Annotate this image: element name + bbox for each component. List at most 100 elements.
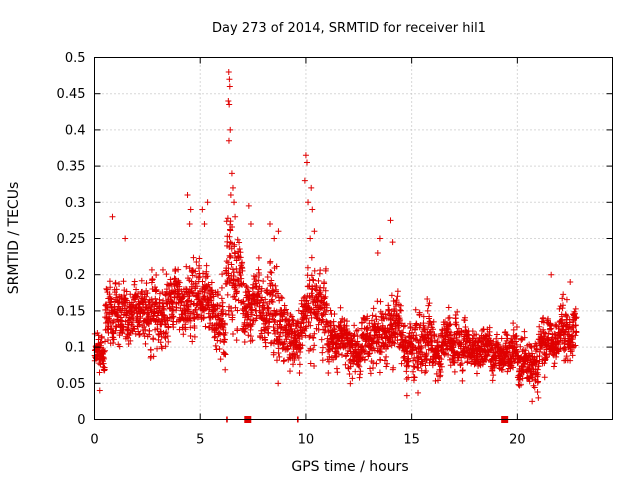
data-point [352,368,359,375]
data-point [196,255,203,262]
data-point [318,336,325,343]
data-point [295,332,302,339]
data-point [535,371,542,378]
data-point [370,305,377,312]
data-point [536,348,543,355]
data-point [238,275,245,282]
data-point [489,377,496,384]
data-point [315,326,322,333]
data-point [394,337,401,344]
data-point [170,313,177,320]
data-point [573,315,580,322]
data-point [227,239,234,246]
data-point [95,332,102,339]
data-point [230,330,237,337]
data-point [183,263,190,270]
data-point [268,277,275,284]
data-point [125,340,132,347]
data-point [535,363,542,370]
data-point [249,306,256,313]
data-point [550,363,557,370]
data-point [373,316,380,323]
data-point [388,292,395,299]
data-point [296,361,303,368]
data-point [535,394,542,401]
data-point [510,320,517,327]
data-point [567,348,574,355]
data-point [377,298,384,305]
data-point [266,315,273,322]
data-point [192,268,199,275]
data-point [276,353,283,360]
data-point [147,347,154,354]
data-point [361,357,368,364]
data-point [231,199,238,206]
data-point [346,370,353,377]
data-point [269,299,276,306]
data-point [231,241,238,248]
data-point [303,159,310,166]
data-point [489,345,496,352]
data-point [296,370,303,377]
data-point [301,177,308,184]
data-point [202,323,209,330]
data-point [364,324,371,331]
data-point [383,363,390,370]
data-point [323,308,330,315]
data-point [212,333,219,340]
data-point [203,262,210,269]
data-point [573,314,580,321]
data-point [287,368,294,375]
data-point [134,293,141,300]
data-point [375,320,382,327]
data-point [317,267,324,274]
data-point [268,269,275,276]
data-point [216,330,223,337]
data-point [275,228,282,235]
data-point [481,356,488,363]
data-point [300,295,307,302]
data-point [566,343,573,350]
data-point [540,326,547,333]
data-point [196,273,203,280]
data-point [160,297,167,304]
data-point [435,354,442,361]
data-point [462,344,469,351]
data-point [420,313,427,320]
data-point [182,326,189,333]
data-point [513,341,520,348]
data-point [274,329,281,336]
data-point [319,357,326,364]
data-point [228,170,235,177]
data-point [273,357,280,364]
data-point [184,192,191,199]
data-point [304,312,311,319]
data-point [219,303,226,310]
data-point [411,374,418,381]
data-point [490,338,497,345]
data-point [451,359,458,366]
data-point [193,258,200,265]
data-point [451,368,458,375]
data-point [354,327,361,334]
data-point [557,345,564,352]
data-point [331,310,338,317]
data-point [225,259,232,266]
data-point [120,323,127,330]
data-point [359,319,366,326]
data-point [453,321,460,328]
data-point [538,344,545,351]
data-point [241,300,248,307]
data-point [322,293,329,300]
data-point [559,295,566,302]
grid [94,57,613,420]
data-point [210,307,217,314]
data-point [270,287,277,294]
data-point [290,361,297,368]
data-point [363,325,370,332]
data-point [108,299,115,306]
data-point [298,329,305,336]
data-point [142,340,149,347]
data-point [222,311,229,318]
data-point [423,350,430,357]
